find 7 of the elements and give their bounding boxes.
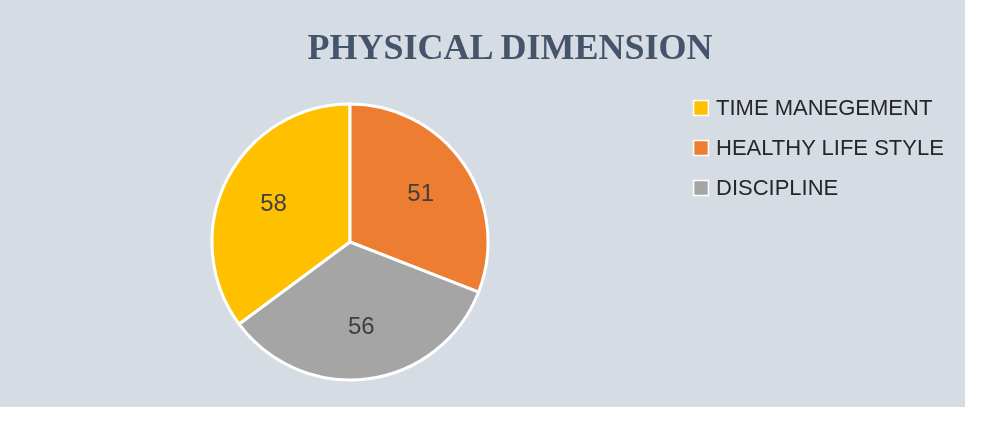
data-label: 56 xyxy=(348,311,375,339)
legend-label: DISCIPLINE xyxy=(716,175,839,200)
legend-label: HEALTHY LIFE STYLE xyxy=(716,135,944,160)
data-label: 51 xyxy=(407,178,434,206)
data-label: 58 xyxy=(260,188,287,216)
chart-title: PHYSICAL DIMENSION xyxy=(307,27,713,67)
legend-label: TIME MANEGEMENT xyxy=(716,95,933,120)
